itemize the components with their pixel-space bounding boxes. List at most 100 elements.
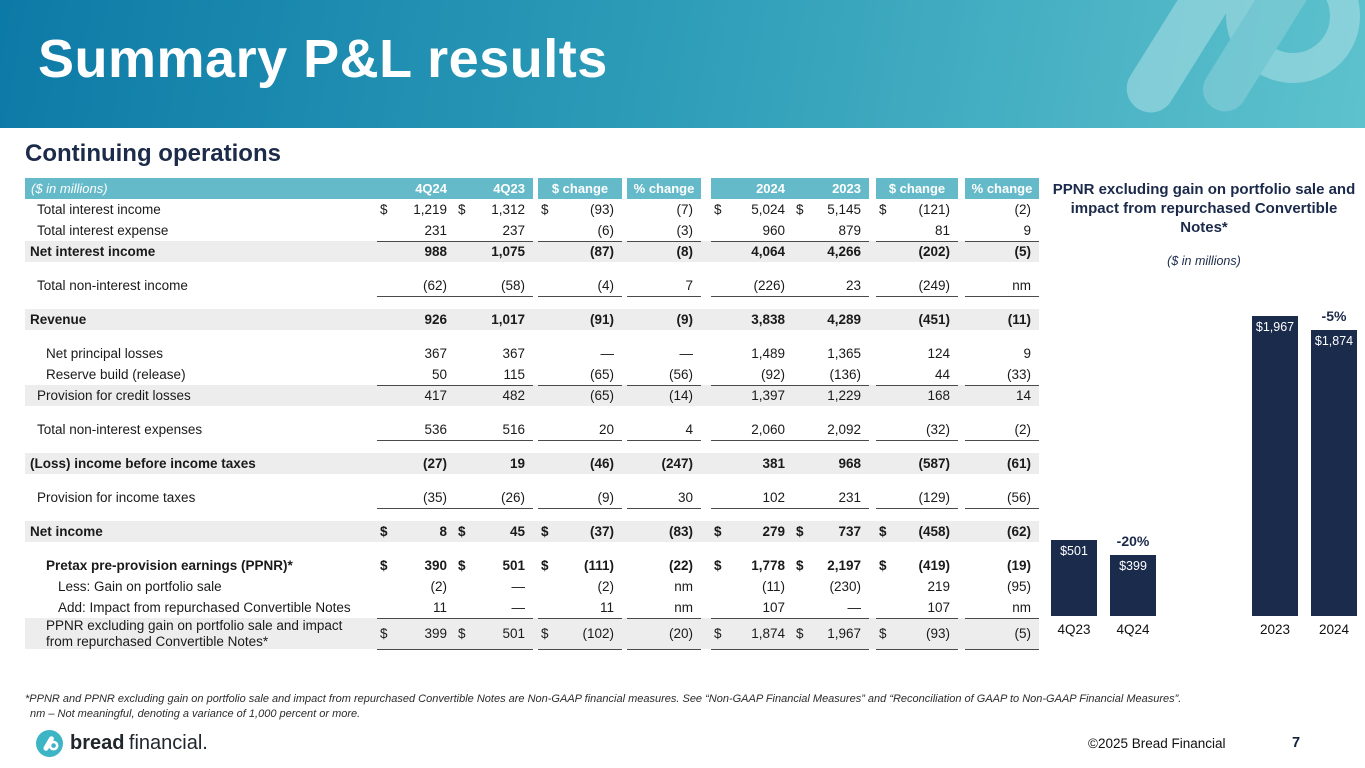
column-gap [869, 275, 876, 296]
row-label: Total interest expense [37, 222, 169, 238]
column-gap [701, 453, 711, 474]
column-gap [869, 487, 876, 508]
column-gap [701, 220, 711, 241]
column-gap [701, 309, 711, 330]
value-cell: (95) [1006, 579, 1031, 594]
bar-group: $1,967 2023 -5% $1,874 2024 [1252, 294, 1357, 638]
bar: $1,967 [1252, 315, 1298, 616]
section-heading: Continuing operations [25, 140, 281, 167]
value-cell: 102 [711, 487, 793, 509]
value-cell: 1,489 [751, 346, 785, 361]
bar: $501 [1051, 539, 1097, 616]
slide-body: Continuing operations ($ in millions) 4Q… [0, 128, 1365, 650]
column-gap [958, 597, 965, 618]
value-cell: (65) [538, 385, 622, 406]
col-header-pct-change-q: % change [627, 178, 701, 199]
value-cell: (20) [627, 618, 701, 650]
page-number: 7 [1292, 735, 1301, 751]
value-cell: 23 [793, 275, 869, 297]
value-cell: $ (93) [541, 202, 614, 217]
value-cell: 2,060 [711, 419, 793, 441]
change-label: -5% [1321, 307, 1347, 324]
value-cell: 14 [965, 385, 1039, 406]
bar-4Q23: $501 4Q23 [1051, 518, 1097, 638]
value-cell: 960 [711, 220, 793, 242]
spacer-row [25, 440, 1039, 453]
value-cell: (62) [965, 521, 1039, 542]
value-cell: 219 [927, 579, 950, 594]
value-cell: 19 [455, 453, 533, 474]
value-cell: 7 [627, 275, 701, 297]
bread-financial-logo-icon [36, 730, 63, 757]
column-gap [701, 385, 711, 406]
category-label: 4Q23 [1057, 621, 1091, 637]
value-cell: (62) [377, 275, 455, 297]
value-cell: (9) [538, 487, 622, 509]
value-cell: 1,075 [455, 241, 533, 262]
table-row: Total interest income $1,219 $1,312 $ (93) (7… [25, 199, 1039, 220]
bar-2023: $1,967 2023 [1252, 294, 1298, 638]
value-cell: $ (111) [541, 558, 614, 573]
value-cell: (26) [455, 487, 533, 509]
value-cell: (3) [627, 220, 701, 242]
column-gap [622, 453, 627, 474]
value-cell: 482 [455, 385, 533, 406]
value-cell: 1,365 [827, 346, 861, 361]
value-cell: (4) [538, 275, 622, 297]
row-label: PPNR excluding gain on portfolio sale an… [25, 618, 377, 650]
value-cell: 20 [538, 419, 622, 441]
spacer-row [25, 262, 1039, 275]
value-cell: (2) [965, 419, 1039, 441]
row-label: Total non-interest expenses [37, 421, 203, 437]
column-gap [869, 453, 876, 474]
value-cell: 11 [377, 597, 455, 619]
col-header-2023: 2023 [793, 178, 869, 199]
value-cell: 3,838 [711, 309, 793, 330]
col-header-2024: 2024 [711, 178, 793, 199]
row-label: Total interest income [37, 201, 161, 217]
value-cell: $1,778 [714, 558, 785, 573]
row-label: Add: Impact from repurchased Convertible… [58, 599, 351, 615]
column-gap [701, 521, 711, 542]
value-cell: $390 [380, 558, 447, 573]
value-cell: $ (37) [538, 521, 622, 542]
value-cell: $ (121) [879, 202, 950, 217]
row-label: Net income [25, 521, 377, 542]
value-cell: 1,229 [793, 385, 869, 406]
column-gap [701, 199, 711, 220]
value-cell: 1,397 [711, 385, 793, 406]
bar-4Q24: -20% $399 4Q24 [1110, 533, 1156, 638]
value-cell: 367 [424, 346, 447, 361]
slide-header: Summary P&L results [0, 0, 1365, 128]
value-cell: $1,219 [380, 202, 447, 217]
column-gap [869, 364, 876, 385]
value-cell: (56) [965, 487, 1039, 509]
col-header-pct-change-fy: % change [965, 178, 1039, 199]
value-cell: $1,312 [458, 202, 525, 217]
column-gap [958, 385, 965, 406]
column-gap [533, 309, 538, 330]
table-row: Total non-interest expenses 536 516 20 4 2,06… [25, 419, 1039, 441]
column-gap [533, 453, 538, 474]
column-gap [701, 487, 711, 508]
value-cell: 381 [711, 453, 793, 474]
value-cell: 30 [627, 487, 701, 509]
table-row: Pretax pre-provision earnings (PPNR)* $39… [25, 555, 1039, 576]
value-cell: (14) [627, 385, 701, 406]
row-label: (Loss) income before income taxes [25, 453, 377, 474]
column-gap [958, 419, 965, 440]
value-cell: 4 [627, 419, 701, 441]
value-cell: 2,092 [793, 419, 869, 441]
column-gap [869, 521, 876, 542]
header-gap [869, 178, 876, 199]
value-cell: $2,197 [796, 558, 861, 573]
column-gap [958, 343, 965, 364]
column-gap [622, 241, 627, 262]
brand-logo: bread financial. [36, 730, 208, 757]
pnl-table: ($ in millions) 4Q24 4Q23 $ change % cha… [25, 178, 1039, 650]
column-gap [701, 618, 711, 650]
change-label: -20% [1116, 532, 1150, 549]
value-cell: (2) [430, 579, 448, 594]
table-row: Net income $8 $45 $ (37) (83) $279 $737 $ (458) (6… [25, 521, 1039, 542]
column-gap [869, 555, 876, 576]
